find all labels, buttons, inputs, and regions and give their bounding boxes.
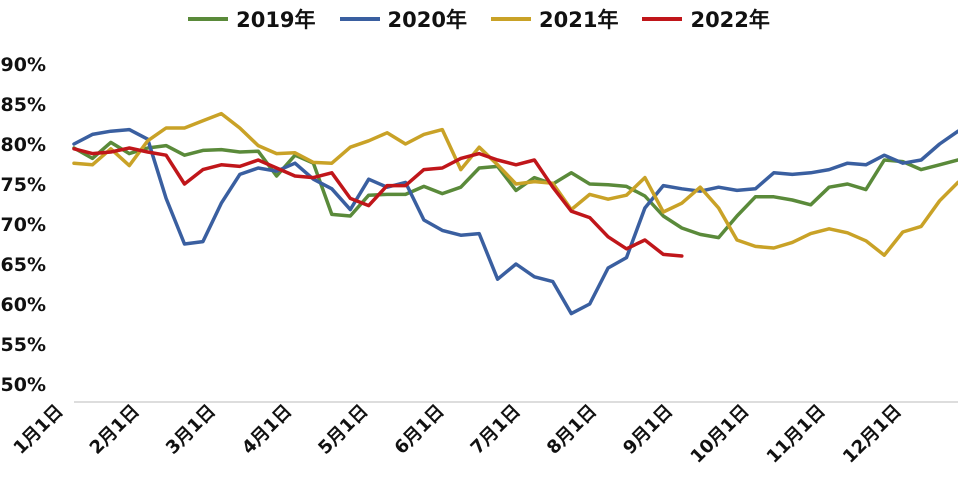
legend-swatch: [491, 17, 531, 21]
chart-legend: 2019年 2020年 2021年 2022年: [0, 4, 958, 34]
legend-item: 2022年: [642, 4, 770, 34]
legend-item: 2021年: [491, 4, 618, 34]
legend-swatch: [188, 17, 229, 21]
legend-swatch: [339, 17, 380, 21]
x-tick-label: 8月1日: [543, 401, 601, 459]
y-tick-label: 60%: [1, 294, 46, 316]
x-tick-label: 1月1日: [10, 401, 68, 459]
series-line-2022年: [72, 146, 684, 258]
legend-label: 2020年: [387, 8, 467, 32]
y-tick-label: 50%: [1, 374, 46, 396]
legend-item: 2019年: [188, 4, 316, 34]
series-line-2019年: [72, 140, 958, 240]
x-tick-label: 2月1日: [86, 401, 144, 459]
series-line-2021年: [72, 111, 958, 257]
series-line-2020年: [72, 127, 958, 316]
x-tick-label: 10月1日: [687, 401, 754, 468]
y-tick-label: 90%: [1, 54, 46, 76]
y-tick-label: 70%: [1, 214, 46, 236]
legend-label: 2019年: [236, 8, 316, 32]
x-tick-label: 9月1日: [619, 401, 677, 459]
x-tick-label: 4月1日: [238, 401, 296, 459]
x-tick-label: 12月1日: [839, 401, 906, 468]
legend-label: 2022年: [690, 8, 770, 32]
x-tick-label: 6月1日: [391, 401, 449, 459]
y-tick-label: 55%: [1, 334, 46, 356]
x-tick-label: 5月1日: [314, 401, 372, 459]
legend-item: 2020年: [339, 4, 467, 34]
y-tick-label: 85%: [1, 94, 46, 116]
x-tick-label: 3月1日: [162, 401, 220, 459]
y-tick-label: 75%: [1, 174, 46, 196]
y-tick-label: 65%: [1, 254, 46, 276]
x-tick-label: 11月1日: [763, 401, 830, 468]
y-tick-label: 80%: [1, 134, 46, 156]
legend-swatch: [642, 17, 683, 21]
legend-label: 2021年: [539, 8, 619, 32]
x-tick-label: 7月1日: [467, 401, 525, 459]
